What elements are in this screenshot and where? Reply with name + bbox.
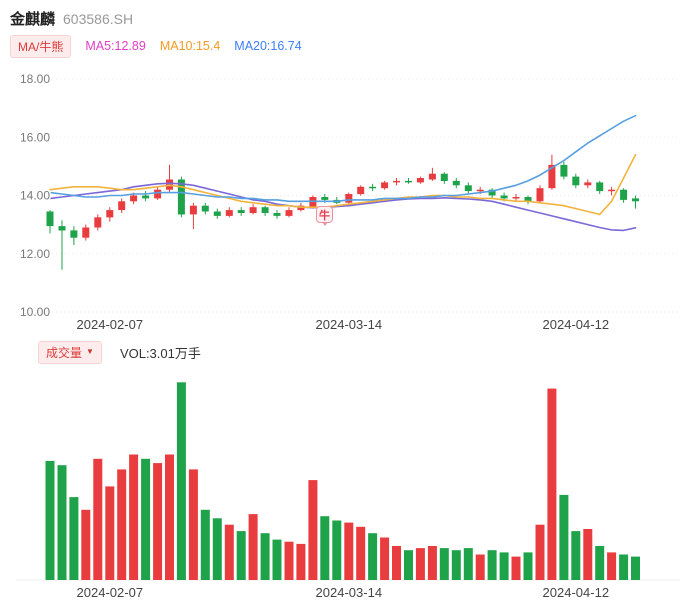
svg-text:14.00: 14.00 (20, 189, 50, 203)
ma-lines (49, 114, 637, 232)
stock-code: 603586.SH (63, 11, 134, 27)
candles (46, 154, 639, 270)
svg-text:2024-02-07: 2024-02-07 (77, 317, 144, 332)
chart-header: 金麒麟 603586.SH (0, 0, 686, 28)
x-axis-labels: 2024-02-07 2024-03-14 2024-04-12 (77, 317, 610, 332)
volume-type-selector[interactable]: 成交量 ▼ (38, 340, 102, 364)
svg-text:2024-02-07: 2024-02-07 (77, 585, 144, 600)
volume-svg[interactable]: 2024-02-07 2024-03-14 2024-04-12 (0, 364, 686, 604)
volume-type-label: 成交量 (46, 345, 83, 360)
bull-badge[interactable]: 牛 (316, 206, 333, 226)
svg-text:16.00: 16.00 (20, 130, 50, 144)
svg-text:18.00: 18.00 (20, 72, 50, 86)
stock-name: 金麒麟 (10, 11, 56, 28)
volume-chart[interactable]: 2024-02-07 2024-03-14 2024-04-12 (0, 364, 686, 604)
volume-value: VOL:3.01万手 (119, 345, 201, 361)
chevron-down-icon: ▼ (86, 347, 94, 356)
bull-badge-label: 牛 (319, 209, 330, 222)
volume-bars (45, 382, 640, 580)
ma5-legend: MA5:12.89 (85, 39, 146, 53)
svg-text:2024-03-14: 2024-03-14 (316, 317, 383, 332)
svg-text:12.00: 12.00 (20, 247, 50, 261)
svg-text:2024-04-12: 2024-04-12 (543, 317, 610, 332)
volume-x-axis-labels: 2024-02-07 2024-03-14 2024-04-12 (77, 585, 610, 600)
ma-legend-row: MA/牛熊 MA5:12.89 MA10:15.4 MA20:16.74 (0, 28, 686, 58)
ma-mode-badge[interactable]: MA/牛熊 (10, 34, 72, 58)
svg-text:2024-04-12: 2024-04-12 (543, 585, 610, 600)
candlestick-chart[interactable]: 18.00 16.00 14.00 12.00 10.00 2024-02-07 2024-… (0, 58, 686, 340)
svg-text:10.00: 10.00 (20, 305, 50, 319)
ma20-legend: MA20:16.74 (234, 39, 302, 53)
svg-text:2024-03-14: 2024-03-14 (316, 585, 383, 600)
ma10-legend: MA10:15.4 (159, 39, 221, 53)
y-axis-labels: 18.00 16.00 14.00 12.00 10.00 (19, 71, 52, 321)
volume-header: 成交量 ▼ VOL:3.01万手 (0, 340, 686, 364)
